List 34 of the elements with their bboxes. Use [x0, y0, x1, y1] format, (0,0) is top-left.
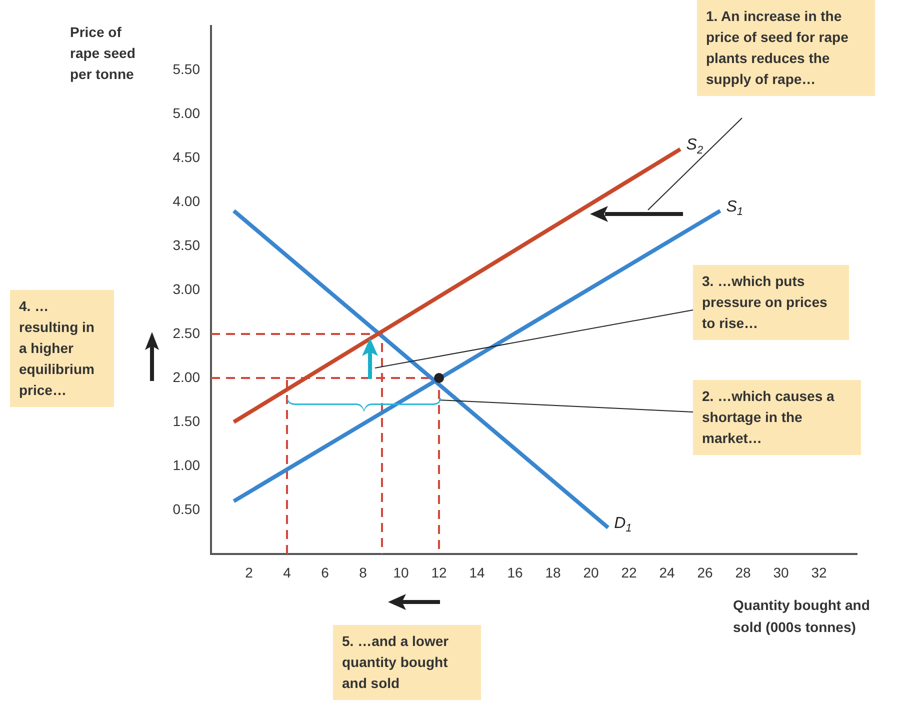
y-tick-label: 1.00: [172, 456, 200, 473]
x-tick-label: 18: [545, 564, 561, 580]
x-tick-label: 16: [507, 564, 523, 580]
y-tick-label: 4.50: [172, 148, 200, 165]
x-tick-label: 2: [245, 564, 254, 580]
y-tick-label: 5.00: [172, 104, 200, 121]
x-tick-label: 4: [283, 564, 292, 580]
annotation: 1. An increase in the price of seed for rape plants reduces the supply of rape…: [697, 0, 875, 96]
annotation: 2. …which causes a shortage in the market…: [693, 380, 861, 455]
y-tick-label: 0.50: [172, 500, 200, 517]
y-tick-label: 2.00: [172, 368, 200, 385]
y-tick-label: 3.00: [172, 280, 200, 297]
x-tick-label: 8: [359, 564, 368, 580]
y-tick-label: 5.50: [172, 60, 200, 77]
x-tick-label: 14: [469, 564, 485, 580]
y-tick-label: 2.50: [172, 324, 200, 341]
x-tick-label: 10: [393, 564, 409, 580]
annotation: 3. …which puts pressure on prices to rise…: [693, 265, 849, 340]
x-tick-label: 24: [659, 564, 675, 580]
y-axis-title: Price of rape seed per tonne: [70, 23, 136, 84]
y-tick-label: 3.50: [172, 236, 200, 253]
y-tick-label: 1.50: [172, 412, 200, 429]
text: 4. …resulting in a higher equilibrium price…: [10, 290, 114, 407]
x-tick-label: 32: [811, 564, 827, 580]
x-tick-label: 12: [431, 564, 447, 580]
y-tick-label: 4.00: [172, 192, 200, 209]
x-tick-label: 26: [697, 564, 713, 580]
x-tick-label: 20: [583, 564, 599, 580]
x-tick-label: 30: [773, 564, 789, 580]
x-tick-label: 6: [321, 564, 330, 580]
x-axis-title: Quantity bought and sold (000s tonnes): [733, 596, 871, 637]
text: 5. …and a lower quantity bought and sold: [333, 625, 481, 700]
x-tick-label: 28: [735, 564, 751, 580]
x-tick-label: 22: [621, 564, 637, 580]
